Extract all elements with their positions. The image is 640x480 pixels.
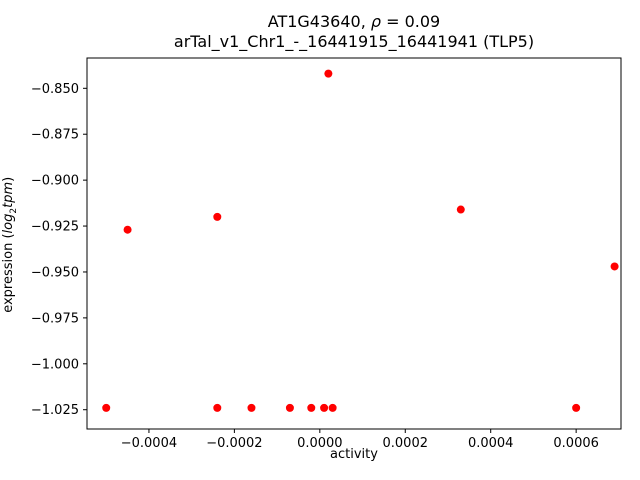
y-axis-label-sub: 2 — [8, 207, 19, 214]
plot-title-post: = 0.09 — [381, 12, 441, 31]
x-tick-label: 0.0000 — [297, 436, 343, 451]
x-tick-label: 0.0002 — [383, 436, 429, 451]
x-axis-label: activity — [330, 447, 378, 462]
x-tick-label: 0.0004 — [468, 436, 514, 451]
data-point — [307, 403, 316, 412]
plot-title-pre: AT1G43640, — [267, 12, 371, 31]
data-point — [102, 403, 111, 412]
plot-subtitle: arTal_v1_Chr1_-_16441915_16441941 (TLP5) — [173, 32, 535, 51]
y-tick-label: −0.900 — [31, 174, 79, 189]
data-point — [572, 403, 581, 412]
data-point — [456, 205, 465, 214]
y-axis-label-suffix: ) — [1, 176, 17, 182]
y-axis-label: expression (log2tpm) — [1, 95, 19, 395]
y-tick-label: −1.000 — [31, 357, 79, 372]
rho-symbol: ρ — [370, 12, 382, 31]
y-axis-label-prefix: expression ( — [1, 233, 17, 313]
data-point — [213, 403, 222, 412]
data-point — [324, 69, 333, 78]
y-tick-label: −0.875 — [31, 128, 79, 143]
y-tick-label: −0.975 — [31, 311, 79, 326]
y-tick-label: −0.925 — [31, 220, 79, 235]
x-tick-label: 0.0006 — [553, 436, 599, 451]
data-point — [213, 212, 222, 221]
x-tick-label: −0.0004 — [121, 436, 177, 451]
data-point — [320, 403, 329, 412]
axes-frame — [86, 57, 622, 430]
data-point — [247, 403, 256, 412]
plot-title: AT1G43640, ρ = 0.09 — [87, 12, 621, 31]
y-axis-label-log: log — [1, 213, 17, 234]
x-tick-label: −0.0002 — [206, 436, 262, 451]
data-point — [328, 403, 337, 412]
data-point — [285, 403, 294, 412]
y-tick-label: −1.025 — [31, 403, 79, 418]
y-tick-label: −0.850 — [31, 82, 79, 97]
y-axis-label-var: tpm — [1, 181, 17, 208]
data-point — [123, 225, 132, 234]
data-point — [610, 262, 619, 271]
y-tick-label: −0.950 — [31, 265, 79, 280]
